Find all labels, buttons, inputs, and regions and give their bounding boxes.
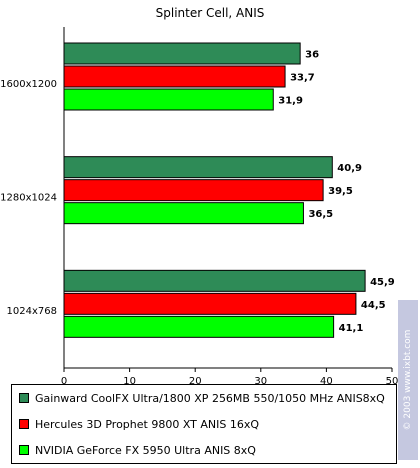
legend-swatch-nvidia bbox=[19, 445, 29, 455]
watermark: © 2003 www.ixbt.com bbox=[398, 300, 418, 460]
x-tick-label-10: 10 bbox=[123, 376, 136, 384]
x-tick-label-30: 30 bbox=[254, 376, 267, 384]
bar-1600x1200-2 bbox=[63, 88, 274, 111]
data-label-1024x768-2: 41,1 bbox=[339, 323, 364, 334]
legend-swatch-gainward bbox=[19, 393, 29, 403]
bar-1280x1024-2 bbox=[63, 202, 304, 225]
bar-1600x1200-1 bbox=[63, 65, 286, 88]
category-label-1024x768: 1024x768 bbox=[7, 306, 57, 317]
watermark-text: © 2003 www.ixbt.com bbox=[403, 329, 413, 431]
x-tick-label-0: 0 bbox=[61, 376, 67, 384]
legend-label-nvidia: NVIDIA GeForce FX 5950 Ultra ANIS 8xQ bbox=[35, 443, 256, 457]
data-label-1600x1200-1: 33,7 bbox=[290, 73, 315, 84]
data-label-1600x1200-0: 36 bbox=[305, 50, 319, 61]
bar-1600x1200-0 bbox=[63, 42, 301, 65]
legend-label-gainward: Gainward CoolFX Ultra/1800 XP 256MB 550/… bbox=[35, 391, 385, 405]
legend-item-gainward: Gainward CoolFX Ultra/1800 XP 256MB 550/… bbox=[19, 391, 385, 405]
data-label-1280x1024-1: 39,5 bbox=[328, 186, 353, 197]
data-label-1024x768-0: 45,9 bbox=[370, 277, 395, 288]
legend-swatch-hercules bbox=[19, 419, 29, 429]
category-label-1280x1024: 1280x1024 bbox=[0, 193, 57, 204]
legend: Gainward CoolFX Ultra/1800 XP 256MB 550/… bbox=[11, 384, 397, 464]
chart-title: Splinter Cell, ANIS bbox=[156, 6, 265, 20]
category-label-1600x1200: 1600x1200 bbox=[0, 79, 57, 90]
x-tick-label-20: 20 bbox=[189, 376, 202, 384]
bar-1024x768-2 bbox=[63, 315, 335, 338]
data-label-1600x1200-2: 31,9 bbox=[278, 96, 303, 107]
bar-1280x1024-1 bbox=[63, 179, 324, 202]
legend-label-hercules: Hercules 3D Prophet 9800 XT ANIS 16xQ bbox=[35, 417, 260, 431]
plot-area: 36 33,7 31,9 1600x1200 40,9 39,5 36,5 1280x1024… bbox=[0, 27, 398, 384]
legend-item-nvidia: NVIDIA GeForce FX 5950 Ultra ANIS 8xQ bbox=[19, 443, 256, 457]
data-label-1280x1024-2: 36,5 bbox=[308, 209, 333, 220]
x-tick-label-40: 40 bbox=[320, 376, 333, 384]
bar-1024x768-0 bbox=[63, 269, 366, 292]
chart: Splinter Cell, ANIS 36 33,7 31,9 1600x1200 4… bbox=[0, 6, 398, 384]
legend-item-hercules: Hercules 3D Prophet 9800 XT ANIS 16xQ bbox=[19, 417, 259, 431]
bar-1024x768-1 bbox=[63, 292, 357, 315]
bar-1280x1024-0 bbox=[63, 156, 333, 179]
x-tick-label-50: 50 bbox=[386, 376, 399, 384]
data-label-1024x768-1: 44,5 bbox=[361, 300, 386, 311]
data-label-1280x1024-0: 40,9 bbox=[337, 163, 362, 174]
